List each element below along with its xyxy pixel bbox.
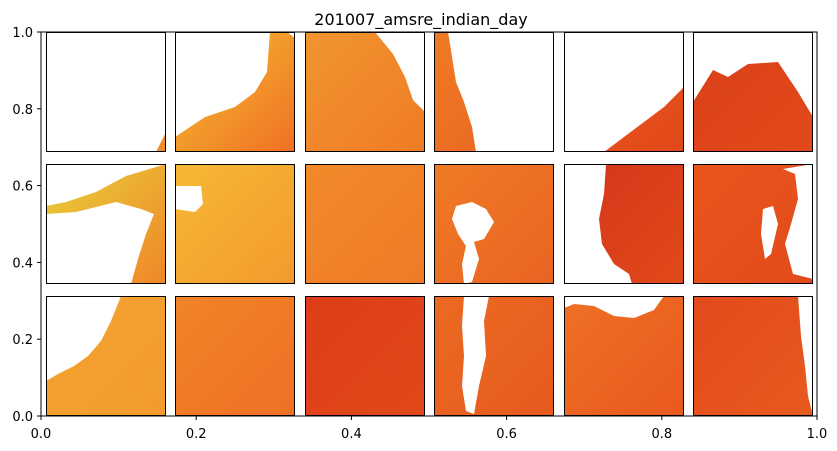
- tile-r1-c4: [564, 164, 684, 284]
- y-tick-label: 0.6: [12, 180, 33, 195]
- missing-data-region: [46, 296, 121, 381]
- missing-data-region: [564, 164, 632, 284]
- tile-r2-c3: [434, 296, 554, 416]
- missing-data-region: [798, 296, 813, 416]
- y-tick-label: 0.2: [12, 333, 33, 348]
- y-tick-label: 0.0: [12, 410, 33, 425]
- axis-layer: [40, 31, 818, 417]
- missing-data-region: [175, 186, 203, 212]
- tile-border: [175, 164, 295, 284]
- tile-border: [693, 164, 813, 284]
- tile-border: [46, 164, 166, 284]
- tile-fill: [693, 296, 813, 416]
- tile-r0-c5: [693, 32, 813, 152]
- missing-data-region: [783, 164, 813, 279]
- tiles-layer: [46, 32, 813, 416]
- tile-r0-c2: [305, 32, 425, 152]
- missing-data-region: [462, 296, 489, 414]
- tile-r0-c0: [46, 32, 166, 152]
- tile-r1-c0: [46, 164, 166, 284]
- tile-r2-c2: [305, 296, 425, 416]
- tile-r1-c3: [434, 164, 554, 284]
- missing-data-region: [175, 32, 270, 137]
- missing-data-region: [46, 164, 166, 206]
- y-tick-label: 0.8: [12, 103, 33, 118]
- missing-data-region: [46, 32, 166, 152]
- y-tick-label: 1.0: [12, 26, 33, 41]
- tile-r2-c0: [46, 296, 166, 416]
- missing-data-region: [693, 32, 813, 117]
- y-tick-label: 0.4: [12, 256, 33, 271]
- axes-frame: [40, 31, 818, 417]
- missing-data-region: [564, 32, 684, 152]
- tile-r2-c5: [693, 296, 813, 416]
- chart-title: 201007_amsre_indian_day: [314, 10, 527, 30]
- tile-r1-c1: [175, 164, 295, 284]
- missing-data-region: [564, 296, 664, 318]
- tile-r0-c3: [434, 32, 554, 152]
- tile-r0-c4: [564, 32, 684, 152]
- tile-r1-c5: [693, 164, 813, 284]
- tile-fill: [305, 296, 425, 416]
- tile-fill: [434, 164, 554, 284]
- x-tick-label: 0.0: [31, 427, 52, 442]
- tile-r2-c4: [564, 296, 684, 416]
- missing-data-region: [448, 32, 554, 152]
- missing-data-region: [572, 269, 592, 284]
- tile-fill: [434, 296, 554, 416]
- missing-data-region: [375, 32, 425, 112]
- x-tick-label: 0.8: [651, 427, 672, 442]
- missing-data-region: [46, 202, 154, 284]
- tile-fill: [305, 164, 425, 284]
- tile-border: [305, 164, 425, 284]
- x-tick-label: 0.2: [186, 427, 207, 442]
- tile-fill: [175, 164, 295, 284]
- x-axis: 0.0 0.2 0.4 0.6 0.8 1.0: [31, 416, 828, 442]
- x-tick-label: 1.0: [807, 427, 828, 442]
- missing-data-region: [452, 202, 494, 284]
- x-tick-label: 0.6: [496, 427, 517, 442]
- tile-fill: [175, 296, 295, 416]
- tile-r0-c1: [175, 32, 295, 152]
- tile-r1-c2: [305, 164, 425, 284]
- missing-data-region: [761, 206, 778, 259]
- y-axis: 0.0 0.2 0.4 0.6 0.8 1.0: [12, 26, 41, 425]
- x-tick-label: 0.4: [341, 427, 362, 442]
- tile-border: [434, 164, 554, 284]
- tile-border: [564, 164, 684, 284]
- tile-r2-c1: [175, 296, 295, 416]
- missing-data-region: [287, 32, 295, 38]
